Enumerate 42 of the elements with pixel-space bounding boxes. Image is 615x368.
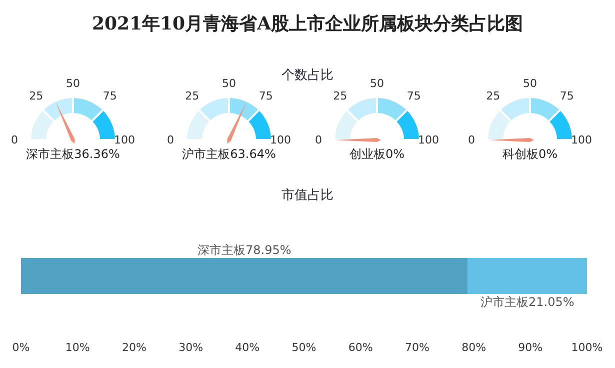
text: 25 [333, 90, 348, 103]
x-tick-label: 30% [178, 341, 204, 354]
text: 2021年10月青海省A股上市企业所属板块分类占比图 [92, 14, 524, 34]
data-label: 深市主板36.36% [26, 147, 120, 161]
text: 个数占比 [282, 68, 334, 83]
series-label: 深市主板 [198, 243, 246, 257]
text: 25 [29, 90, 44, 103]
text: 0 [167, 134, 174, 146]
x-tick-label: 70% [404, 341, 430, 354]
x-tick-label: 0% [12, 341, 30, 354]
data-label: 78.95% [246, 243, 292, 257]
text: 100 [418, 134, 439, 146]
text: 75 [102, 90, 117, 103]
series-label: 沪市主板 [480, 295, 529, 309]
text: 75 [560, 90, 574, 103]
text: 0 [468, 134, 475, 146]
text: 25 [185, 90, 200, 103]
text: 75 [258, 90, 273, 103]
text: 0 [11, 134, 18, 146]
text: 50 [66, 77, 80, 90]
data-label: 科创板0% [502, 147, 558, 161]
text: 50 [523, 77, 537, 90]
chart-title: 市值占比 [282, 188, 334, 203]
data-label: 沪市主板63.64% [182, 147, 276, 161]
x-tick-label: 10% [65, 341, 90, 354]
text: 100 [571, 134, 592, 146]
x-tick-label: 50% [292, 341, 316, 354]
text: 100 [114, 134, 135, 146]
data-label: 创业板0% [349, 147, 405, 161]
text: 50 [222, 77, 236, 90]
x-tick-label: 40% [235, 341, 260, 354]
text: 75 [406, 90, 421, 103]
text: 0 [315, 134, 322, 146]
text: 25 [486, 90, 500, 103]
text: 100 [270, 134, 291, 146]
text: 50 [370, 77, 384, 90]
x-tick-label: 80% [462, 341, 486, 354]
data-label: 21.05% [528, 295, 574, 309]
x-tick-label: 20% [122, 341, 146, 354]
x-tick-label: 60% [348, 341, 373, 354]
x-tick-label: 100% [571, 341, 603, 354]
x-tick-label: 90% [518, 341, 543, 354]
